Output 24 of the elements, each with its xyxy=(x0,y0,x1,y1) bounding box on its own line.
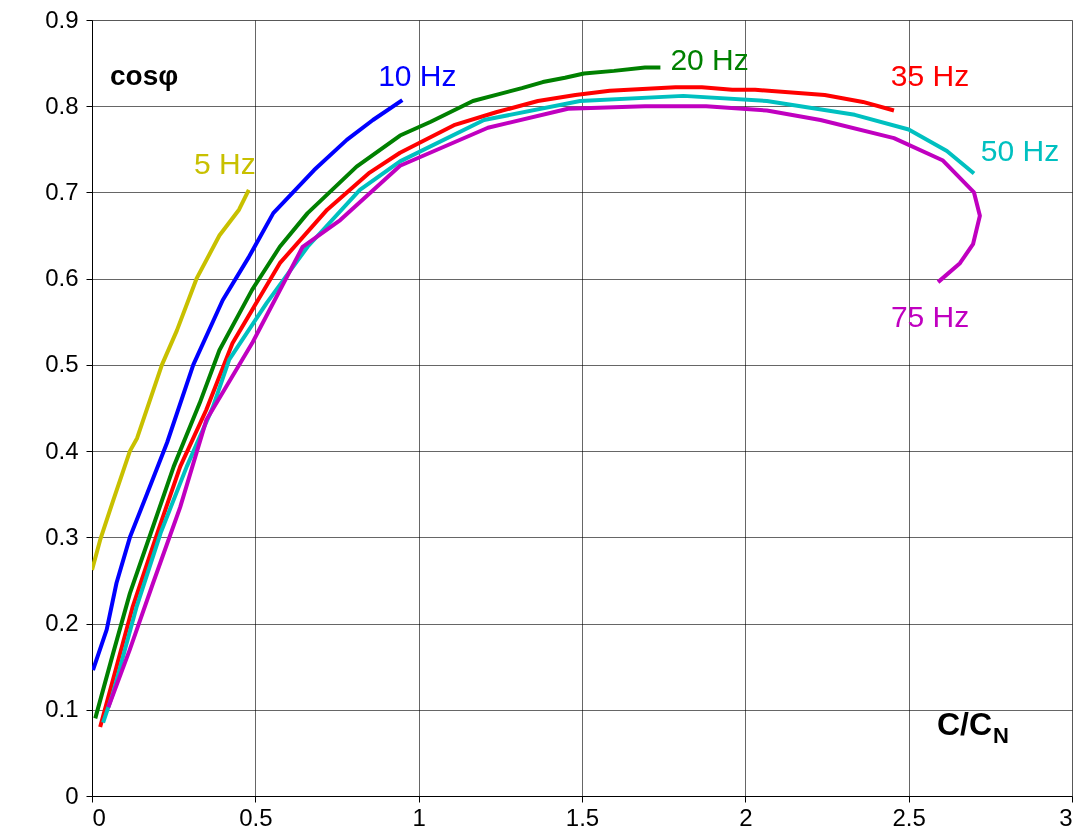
y-tick-label: 0.5 xyxy=(45,350,79,378)
series-label: 50 Hz xyxy=(980,134,1060,168)
x-tick-label: 0 xyxy=(92,803,106,831)
x-tick-label: 1 xyxy=(412,803,426,831)
y-tick-label: 0.4 xyxy=(45,436,79,464)
x-tick-label: 2 xyxy=(739,803,753,831)
x-tick-label: 2.5 xyxy=(892,803,926,831)
y-tick-label: 0.2 xyxy=(45,609,79,637)
x-tick-label: 1.5 xyxy=(565,803,600,831)
y-axis-title: cosφ xyxy=(110,60,179,91)
y-tick-label: 0.7 xyxy=(45,177,79,205)
line-series xyxy=(92,98,405,673)
y-tick-label: 0.6 xyxy=(45,264,79,292)
y-tick-label: 0.9 xyxy=(45,5,79,33)
y-tick-label: 0.8 xyxy=(45,91,79,119)
y-tick-label: 0.1 xyxy=(45,695,79,723)
line-series xyxy=(93,65,663,721)
x-tick-label: 3 xyxy=(1059,803,1073,831)
y-tick-label: 0.3 xyxy=(45,522,79,550)
y-tick-label: 0 xyxy=(65,781,79,809)
series-label: 10 Hz xyxy=(378,59,457,93)
x-tick-label: 0.5 xyxy=(239,803,273,831)
series-label: 5 Hz xyxy=(193,146,256,180)
line-series xyxy=(92,187,251,573)
